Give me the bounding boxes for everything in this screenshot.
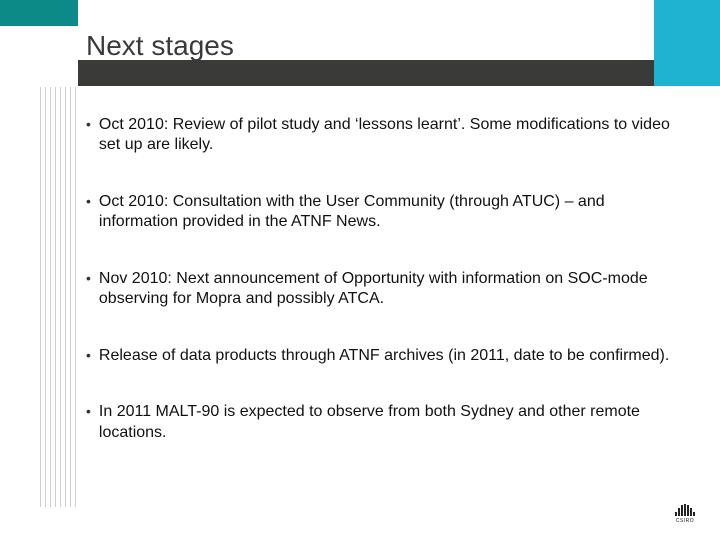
bullet-text: Oct 2010: Review of pilot study and ‘les… [99,115,680,156]
bullet-dot-icon: • [86,269,91,289]
list-item: • In 2011 MALT-90 is expected to observe… [86,402,680,443]
bullet-dot-icon: • [86,115,91,135]
bullet-dot-icon: • [86,346,91,366]
list-item: • Oct 2010: Consultation with the User C… [86,192,680,233]
page-title: Next stages [86,30,234,62]
decorative-vertical-lines [40,87,80,507]
list-item: • Nov 2010: Next announcement of Opportu… [86,269,680,310]
list-item: • Oct 2010: Review of pilot study and ‘l… [86,115,680,156]
slide: Next stages • Oct 2010: Review of pilot … [0,0,720,540]
logo-bars-icon [675,504,695,516]
header-cyan-block [654,0,720,86]
logo-text: CSIRO [676,518,694,524]
bullet-text: Oct 2010: Consultation with the User Com… [99,192,680,233]
bullet-text: Nov 2010: Next announcement of Opportuni… [99,269,680,310]
bullet-text: In 2011 MALT-90 is expected to observe f… [99,402,680,443]
header-teal-block [0,0,78,26]
bullet-text: Release of data products through ATNF ar… [99,346,680,366]
bullet-dot-icon: • [86,402,91,422]
bullet-dot-icon: • [86,192,91,212]
csiro-logo: CSIRO [672,500,698,524]
slide-content: • Oct 2010: Review of pilot study and ‘l… [86,115,680,479]
list-item: • Release of data products through ATNF … [86,346,680,366]
header-dark-band [78,60,654,86]
header-band: Next stages [0,0,720,86]
